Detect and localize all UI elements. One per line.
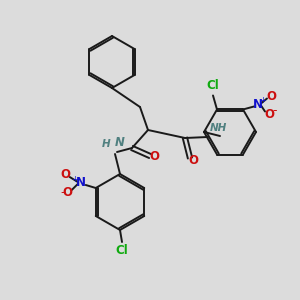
Text: Cl: Cl bbox=[116, 244, 128, 257]
Text: H: H bbox=[101, 139, 110, 149]
Text: -: - bbox=[273, 104, 277, 117]
Text: -: - bbox=[61, 187, 65, 200]
Text: N: N bbox=[115, 136, 125, 149]
Text: O: O bbox=[264, 108, 274, 121]
Text: Cl: Cl bbox=[207, 80, 219, 92]
Text: O: O bbox=[149, 151, 159, 164]
Text: N: N bbox=[76, 176, 86, 190]
Text: NH: NH bbox=[210, 123, 227, 133]
Text: O: O bbox=[188, 154, 198, 166]
Text: O: O bbox=[266, 90, 276, 103]
Text: N: N bbox=[253, 98, 263, 111]
Text: O: O bbox=[63, 187, 73, 200]
Text: +: + bbox=[260, 96, 266, 105]
Text: +: + bbox=[71, 175, 78, 184]
Text: O: O bbox=[61, 169, 71, 182]
